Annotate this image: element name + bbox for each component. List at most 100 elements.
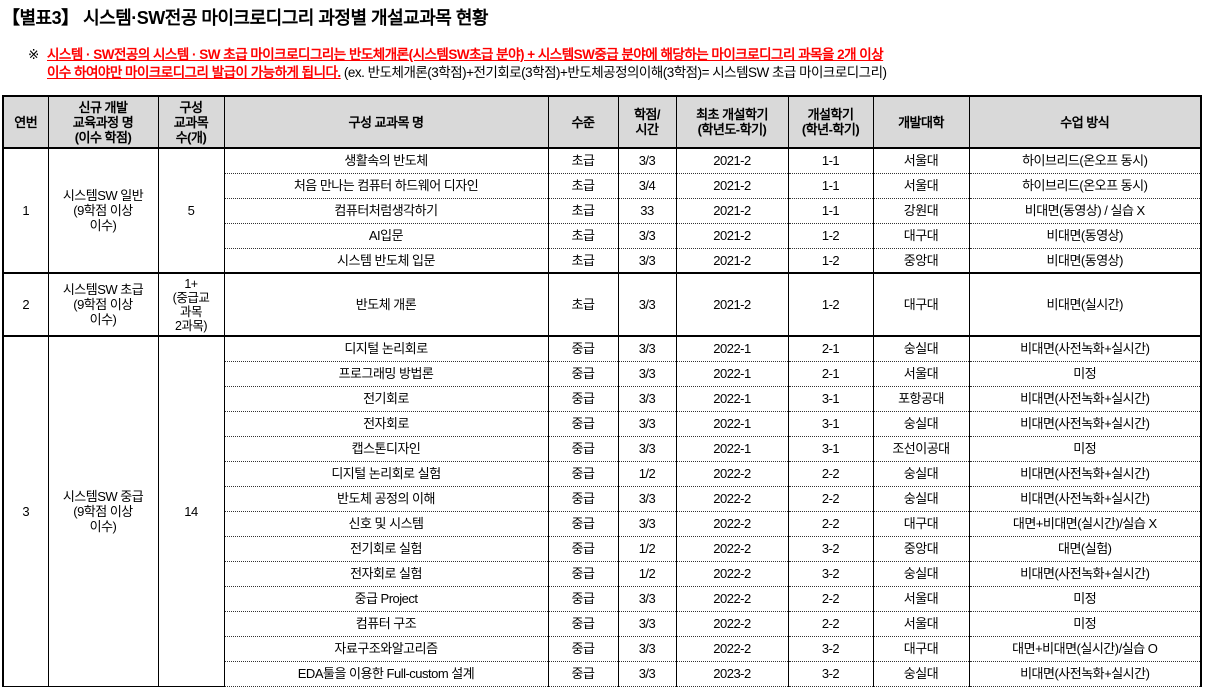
first-term-cell: 2022-1 [675, 410, 789, 436]
university-cell: 서울대 [872, 360, 970, 386]
credit-cell: 1/2 [617, 535, 677, 561]
course-name-cell: 중급 Project [223, 585, 549, 611]
row-no-cell: 3 [2, 335, 49, 687]
course-name-cell: AI입문 [223, 222, 549, 248]
course-name-cell: 생활속의 반도체 [223, 147, 549, 173]
method-cell: 비대면(사전녹화+실시간) [968, 660, 1202, 687]
table-row: 디지털 논리회로 실험 중급 1/2 2022-2 2-2 숭실대 비대면(사전… [3, 460, 1202, 486]
credit-cell: 3/3 [617, 435, 677, 461]
program-name-cell: 시스템SW 초급 (9학점 이상 이수) [47, 272, 159, 336]
table-row: 전기회로 중급 3/3 2022-1 3-1 포항공대 비대면(사전녹화+실시간… [3, 385, 1202, 411]
first-term-cell: 2021-2 [675, 172, 789, 198]
table-row: 전기회로 실험 중급 1/2 2022-2 3-2 중앙대 대면(실험) [3, 535, 1202, 561]
header-no: 연번 [2, 96, 49, 149]
first-term-cell: 2021-2 [675, 197, 789, 223]
course-name-cell: 프로그래밍 방법론 [223, 360, 549, 386]
row-no-cell: 1 [2, 147, 49, 273]
term-cell: 3-1 [787, 435, 874, 461]
credit-cell: 3/4 [617, 172, 677, 198]
method-cell: 비대면(동영상) [968, 222, 1202, 248]
table-row: 처음 만나는 컴퓨터 하드웨어 디자인 초급 3/4 2021-2 1-1 서울… [3, 172, 1202, 198]
table-row: 2 시스템SW 초급 (9학점 이상 이수) 1+ (중급교 과목 2과목) 반… [2, 272, 1202, 336]
first-term-cell: 2022-1 [675, 360, 789, 386]
course-name-cell: 반도체 개론 [223, 272, 549, 336]
course-table: 연번 신규 개발 교육과정 명 (이수 학점) 구성 교과목 수(개) 구성 교… [2, 95, 1202, 687]
header-university: 개발대학 [872, 96, 970, 149]
first-term-cell: 2022-2 [675, 460, 789, 486]
table-row: 전자회로 중급 3/3 2022-1 3-1 숭실대 비대면(사전녹화+실시간) [3, 410, 1202, 436]
level-cell: 중급 [547, 560, 619, 586]
level-cell: 중급 [547, 660, 619, 687]
header-level: 수준 [547, 96, 619, 149]
course-name-cell: EDA툴을 이용한 Full-custom 설계 [223, 660, 549, 687]
method-cell: 대면+비대면(실시간)/실습 X [968, 510, 1202, 536]
course-name-cell: 전기회로 [223, 385, 549, 411]
term-cell: 1-2 [787, 272, 874, 336]
course-name-cell: 캡스톤디자인 [223, 435, 549, 461]
level-cell: 중급 [547, 635, 619, 661]
level-cell: 중급 [547, 610, 619, 636]
level-cell: 중급 [547, 435, 619, 461]
course-name-cell: 신호 및 시스템 [223, 510, 549, 536]
first-term-cell: 2021-2 [675, 222, 789, 248]
table-row: 컴퓨터처럼생각하기 초급 33 2021-2 1-1 강원대 비대면(동영상) … [3, 197, 1202, 223]
credit-cell: 3/3 [617, 610, 677, 636]
course-name-cell: 시스템 반도체 입문 [223, 247, 549, 273]
term-cell: 2-2 [787, 460, 874, 486]
university-cell: 중앙대 [872, 535, 970, 561]
method-cell: 비대면(사전녹화+실시간) [968, 485, 1202, 511]
level-cell: 중급 [547, 460, 619, 486]
credit-cell: 3/3 [617, 222, 677, 248]
method-cell: 비대면(사전녹화+실시간) [968, 560, 1202, 586]
header-term: 개설학기 (학년-학기) [787, 96, 874, 149]
document-page: 【별표3】 시스템·SW전공 마이크로디그리 과정별 개설교과목 현황 ※ 시스… [0, 4, 1207, 687]
course-name-cell: 컴퓨터처럼생각하기 [223, 197, 549, 223]
course-name-cell: 컴퓨터 구조 [223, 610, 549, 636]
term-cell: 2-2 [787, 510, 874, 536]
method-cell: 대면+비대면(실시간)/실습 O [968, 635, 1202, 661]
university-cell: 포항공대 [872, 385, 970, 411]
credit-cell: 3/3 [617, 385, 677, 411]
header-first-term: 최초 개설학기 (학년도-학기) [675, 96, 789, 149]
course-name-cell: 반도체 공정의 이해 [223, 485, 549, 511]
method-cell: 비대면(사전녹화+실시간) [968, 385, 1202, 411]
term-cell: 3-1 [787, 410, 874, 436]
level-cell: 중급 [547, 585, 619, 611]
level-cell: 초급 [547, 172, 619, 198]
term-cell: 3-2 [787, 560, 874, 586]
program-name-cell: 시스템SW 중급 (9학점 이상 이수) [47, 335, 159, 687]
level-cell: 초급 [547, 222, 619, 248]
first-term-cell: 2022-2 [675, 635, 789, 661]
term-cell: 1-1 [787, 172, 874, 198]
term-cell: 2-2 [787, 585, 874, 611]
credit-cell: 3/3 [617, 335, 677, 361]
university-cell: 강원대 [872, 197, 970, 223]
level-cell: 중급 [547, 485, 619, 511]
first-term-cell: 2022-1 [675, 385, 789, 411]
university-cell: 숭실대 [872, 335, 970, 361]
method-cell: 비대면(동영상) / 실습 X [968, 197, 1202, 223]
term-cell: 1-1 [787, 197, 874, 223]
method-cell: 비대면(동영상) [968, 247, 1202, 273]
term-cell: 1-2 [787, 247, 874, 273]
note-line1-red: 시스템 · SW전공의 시스템 · SW 초급 마이크로디그리는 반도체개론(시… [47, 47, 884, 62]
credit-cell: 3/3 [617, 510, 677, 536]
university-cell: 숭실대 [872, 410, 970, 436]
note-paragraph: ※ 시스템 · SW전공의 시스템 · SW 초급 마이크로디그리는 반도체개론… [28, 46, 1207, 82]
table-row: 신호 및 시스템 중급 3/3 2022-2 2-2 대구대 대면+비대면(실시… [3, 510, 1202, 536]
term-cell: 3-1 [787, 385, 874, 411]
course-count-cell: 1+ (중급교 과목 2과목) [157, 272, 225, 336]
university-cell: 서울대 [872, 610, 970, 636]
credit-cell: 3/3 [617, 485, 677, 511]
university-cell: 대구대 [872, 510, 970, 536]
level-cell: 초급 [547, 247, 619, 273]
method-cell: 비대면(실시간) [968, 272, 1202, 336]
university-cell: 조선이공대 [872, 435, 970, 461]
credit-cell: 3/3 [617, 272, 677, 336]
level-cell: 초급 [547, 272, 619, 336]
header-course-name: 구성 교과목 명 [223, 96, 549, 149]
university-cell: 대구대 [872, 272, 970, 336]
first-term-cell: 2022-2 [675, 510, 789, 536]
first-term-cell: 2022-1 [675, 435, 789, 461]
course-name-cell: 디지털 논리회로 실험 [223, 460, 549, 486]
